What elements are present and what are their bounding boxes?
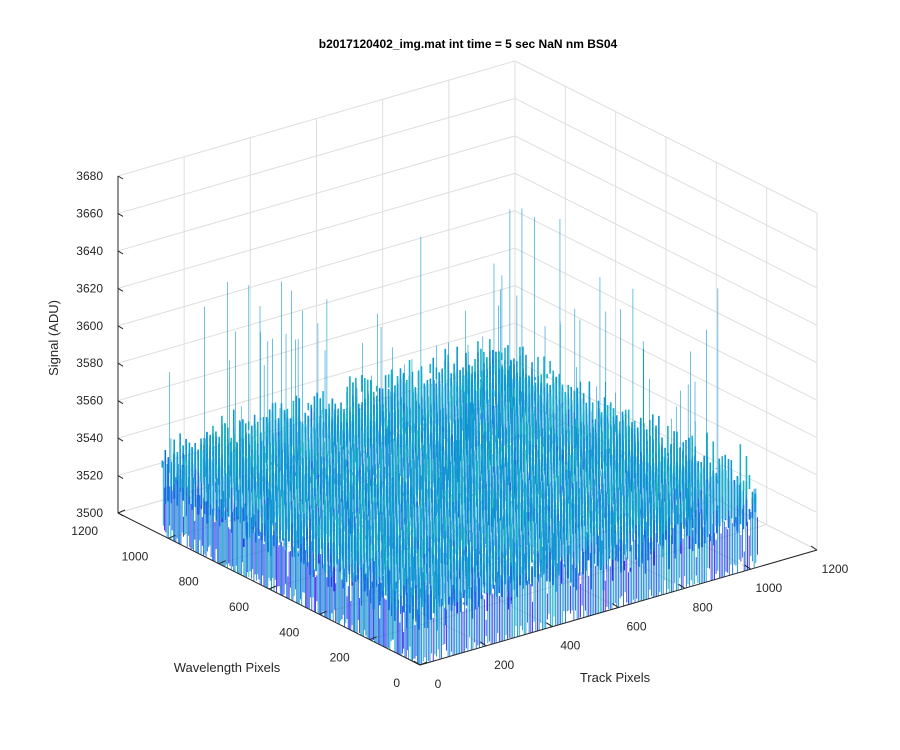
side-wall-grid-line	[514, 135, 818, 289]
back-wall-grid-line	[117, 97, 516, 214]
side-wall-grid-line	[514, 285, 818, 439]
surface-plot	[161, 208, 758, 665]
side-wall-grid-line	[514, 247, 818, 401]
side-wall-grid-line	[514, 172, 818, 326]
back-wall-grid-line	[117, 285, 516, 402]
back-wall-grid-line	[117, 172, 516, 289]
side-wall-grid-line	[514, 210, 818, 364]
back-wall-grid-line	[117, 210, 516, 327]
grid	[117, 60, 818, 666]
floor-grid-line	[369, 524, 767, 641]
back-wall-grid-line	[117, 247, 516, 364]
side-wall-grid-line	[514, 97, 818, 251]
side-wall-grid-line	[514, 60, 818, 214]
back-wall-grid-line	[117, 135, 516, 252]
back-wall-grid-line	[117, 322, 516, 439]
side-wall-grid-line	[514, 322, 818, 476]
back-wall-grid-line	[117, 60, 516, 177]
side-wall-grid-line	[514, 360, 818, 514]
